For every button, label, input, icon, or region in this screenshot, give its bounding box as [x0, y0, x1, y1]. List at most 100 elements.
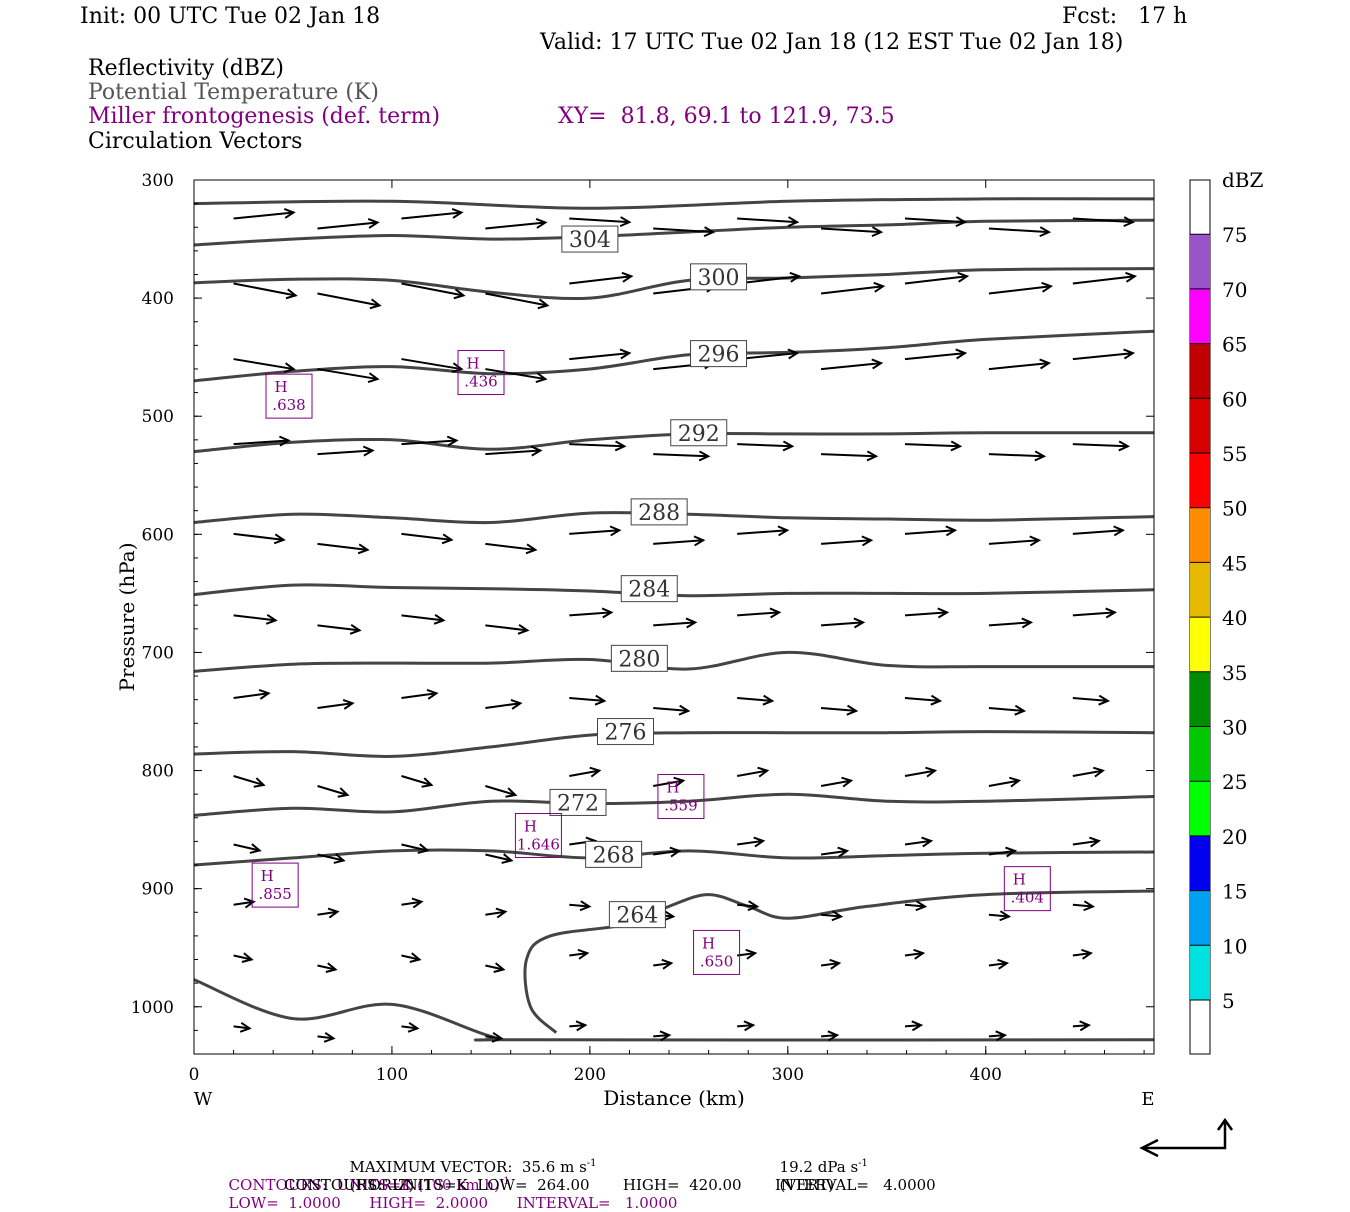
vector-head: [441, 533, 454, 545]
vector-head: [453, 288, 466, 300]
vector-head: [669, 846, 682, 858]
colorbar-segment: [1190, 343, 1210, 399]
circulation-vector: [485, 217, 548, 230]
vector-shaft: [904, 529, 956, 535]
vector-shaft: [401, 900, 422, 906]
circulation-vector: [653, 226, 716, 238]
fronto-max-label: H: [261, 867, 274, 885]
vector-shaft: [988, 707, 1025, 712]
circulation-vector: [569, 440, 627, 452]
vector-shaft: [988, 849, 1016, 856]
vector-head: [1123, 216, 1136, 228]
vector-head: [743, 1020, 756, 1032]
vector-shaft: [317, 221, 378, 230]
forecast-hour: Fcst: 17 h: [1062, 4, 1188, 29]
vector-head: [1039, 226, 1052, 238]
vector-shaft: [737, 217, 798, 224]
vector-shaft: [820, 621, 864, 627]
vector-shaft: [401, 282, 464, 297]
vector-shaft: [569, 443, 625, 448]
vector-shaft: [736, 769, 768, 777]
vector-shaft: [569, 903, 590, 908]
circulation-vector: [988, 358, 1052, 371]
vector-scale-legend: [1139, 1117, 1234, 1158]
colorbar-tick-label: 15: [1222, 880, 1247, 904]
vector-shaft: [904, 611, 948, 617]
circulation-vector: [317, 853, 346, 864]
circulation-vector: [401, 689, 439, 700]
vector-head: [1125, 271, 1138, 283]
fronto-max-label: H: [1013, 871, 1026, 889]
vector-head: [525, 543, 538, 555]
colorbar-tick-label: 10: [1222, 934, 1247, 958]
vector-head: [1123, 348, 1136, 360]
circulation-vector: [653, 1030, 672, 1042]
circulation-vector: [904, 607, 950, 619]
vector-head: [239, 1021, 252, 1033]
vector-head: [827, 1030, 840, 1042]
circulation-vector: [988, 617, 1034, 629]
footer-max-vector: MAXIMUM VECTOR: 35.6 m s-1 (HORIZ): [340, 1140, 597, 1194]
vector-head: [866, 450, 879, 462]
vector-shaft: [820, 849, 848, 856]
vector-shaft: [653, 453, 709, 458]
circulation-vector: [485, 853, 514, 864]
theta-label-280: 280: [618, 647, 660, 672]
vector-head: [846, 704, 859, 716]
circulation-vector: [1072, 1020, 1092, 1032]
vector-head: [426, 689, 439, 700]
vector-head: [782, 440, 795, 452]
vector-head: [589, 766, 602, 778]
theta-label-268: 268: [593, 843, 635, 868]
vector-shaft: [820, 285, 884, 295]
vector-shaft: [737, 443, 793, 448]
circulation-vector: [485, 368, 548, 384]
axes: 0 100 200 300 400 300 400 500 600 700 800 900 1000: [131, 171, 1154, 1085]
vector-shaft: [653, 227, 714, 234]
circulation-vector: [737, 1020, 756, 1032]
theta-contours: [193, 197, 1155, 1042]
vector-head: [762, 694, 775, 706]
vector-head: [337, 787, 350, 798]
circulation-vector: [904, 348, 968, 361]
vector-head: [831, 910, 844, 922]
vector-head: [871, 226, 884, 238]
x-tick-label: 400: [970, 1065, 1002, 1085]
circulation-vector: [737, 607, 782, 619]
fronto-max-value: 1.646: [517, 836, 560, 854]
theta-contour-264: [193, 978, 1155, 1042]
vector-shaft: [401, 775, 432, 786]
max-vector-vert-text: 19.2 dPa s: [779, 1158, 859, 1176]
theta-label-292: 292: [678, 422, 720, 447]
circulation-vector: [988, 704, 1027, 716]
circulation-vector: [904, 694, 943, 706]
vector-shaft: [401, 439, 457, 446]
circulation-vector: [569, 348, 632, 361]
max-vector-text: MAXIMUM VECTOR: 35.6 m s: [349, 1158, 587, 1176]
circulation-vector: [820, 704, 859, 716]
fronto-max-label: H: [666, 779, 679, 797]
y-axis-label: Pressure (hPa): [115, 543, 139, 692]
circulation-vector: [401, 613, 446, 625]
vector-head: [283, 362, 296, 374]
x-tick-label: 100: [376, 1065, 408, 1085]
theta-label-300: 300: [698, 266, 740, 291]
circulation-vector: [485, 445, 543, 457]
circulation-vector: [233, 358, 296, 374]
vector-shaft: [904, 952, 924, 957]
theta-label-284: 284: [628, 578, 670, 603]
x-tick-label: 300: [772, 1065, 804, 1085]
footer-contours-theta: CONTOURS: UNITS=K LOW= 264.00 HIGH= 420.…: [284, 1176, 936, 1194]
vector-shaft: [485, 1035, 502, 1040]
vector-head: [367, 217, 380, 229]
colorbar-units: dBZ: [1222, 168, 1264, 192]
vector-shaft: [1072, 1024, 1089, 1028]
vector-shaft: [317, 1035, 334, 1040]
vector-head: [678, 704, 691, 716]
vector-head: [535, 217, 548, 229]
circulation-vector: [317, 1031, 336, 1043]
colorbar-tick-label: 45: [1222, 551, 1247, 575]
vector-head: [861, 535, 874, 547]
vector-shaft: [569, 769, 600, 777]
theta-label-box-288: [630, 498, 688, 526]
